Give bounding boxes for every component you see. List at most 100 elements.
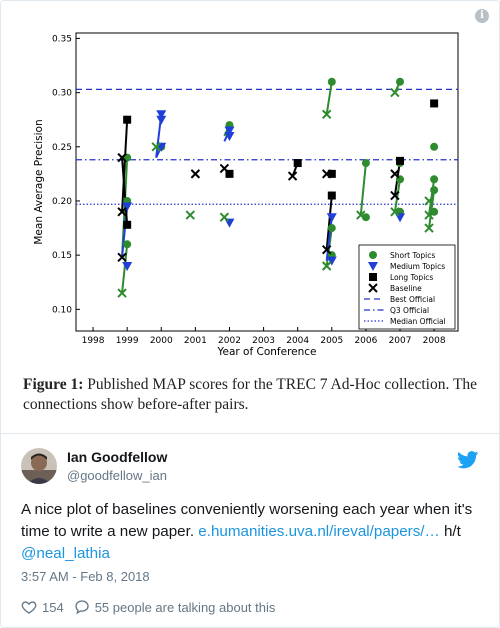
data-point xyxy=(327,224,336,233)
x-tick-label: 2008 xyxy=(423,336,446,346)
data-point xyxy=(117,207,127,217)
data-point xyxy=(123,220,132,229)
avatar[interactable] xyxy=(21,448,57,484)
data-point xyxy=(117,252,127,263)
data-point xyxy=(156,115,167,125)
data-point xyxy=(396,77,405,86)
tweet-text-hat-tip: h/t xyxy=(439,523,461,540)
data-point xyxy=(219,212,230,222)
heart-icon[interactable] xyxy=(21,599,37,615)
data-point xyxy=(287,171,298,181)
y-tick-label: 0.35 xyxy=(52,34,72,44)
data-point xyxy=(390,87,400,98)
data-point xyxy=(356,210,366,220)
x-tick-label: 1998 xyxy=(82,336,105,346)
legend-marker xyxy=(369,251,377,259)
y-tick-label: 0.20 xyxy=(52,197,72,207)
data-point xyxy=(190,169,201,179)
data-point xyxy=(424,210,434,220)
tweet-media[interactable]: 0.10 0.15 0.20 0.25 0.30 0.35 1998 1999 2000 2001… xyxy=(1,1,499,433)
y-tick-label: 0.30 xyxy=(52,89,72,99)
tweet-actions: 154 55 people are talking about this xyxy=(21,597,275,617)
data-point xyxy=(430,142,439,151)
tweet-text: A nice plot of baselines conveniently wo… xyxy=(21,499,481,565)
legend-marker xyxy=(368,262,378,271)
x-tick-label: 2005 xyxy=(320,336,343,346)
data-point xyxy=(321,109,332,119)
tweet-text-body: A nice plot of baselines conveniently wo… xyxy=(21,501,473,540)
author-handle[interactable]: @goodfellow_ian xyxy=(67,468,167,483)
data-point xyxy=(424,223,434,233)
figure-caption-text: Published MAP scores for the TREC 7 Ad-H… xyxy=(23,376,478,413)
conversation-text[interactable]: 55 people are talking about this xyxy=(94,599,276,615)
legend-marker xyxy=(369,273,377,281)
data-point xyxy=(430,175,439,184)
data-point xyxy=(430,186,439,195)
data-point xyxy=(396,156,405,165)
x-tick-label: 2002 xyxy=(218,336,241,346)
x-axis-label: Year of Conference xyxy=(216,346,316,358)
legend-label: Long Topics xyxy=(390,273,433,282)
legend-label: Short Topics xyxy=(390,251,435,260)
mention-link[interactable]: @neal_lathia xyxy=(21,545,110,562)
x-tick-label: 2007 xyxy=(389,336,412,346)
author-name[interactable]: Ian Goodfellow xyxy=(67,449,168,465)
data-point xyxy=(321,169,332,179)
connection-line xyxy=(325,81,333,115)
data-point xyxy=(390,207,400,217)
like-count[interactable]: 154 xyxy=(42,599,64,615)
data-point xyxy=(185,210,195,220)
connection-line xyxy=(393,179,402,212)
info-icon[interactable]: i xyxy=(475,9,489,23)
connection-line xyxy=(121,157,129,225)
data-point xyxy=(224,131,235,141)
x-tick-label: 2003 xyxy=(252,336,275,346)
data-point xyxy=(326,213,337,223)
data-point xyxy=(326,256,337,266)
data-point xyxy=(390,190,400,201)
y-tick-label: 0.25 xyxy=(52,143,72,153)
data-point xyxy=(151,142,161,152)
data-point xyxy=(321,245,332,255)
data-point xyxy=(123,115,132,124)
data-point xyxy=(219,163,230,174)
y-axis-label: Mean Average Precision xyxy=(33,119,45,244)
timestamp[interactable]: 3:57 AM - Feb 8, 2018 xyxy=(21,569,150,584)
twitter-bird-icon[interactable] xyxy=(457,451,479,469)
connection-line xyxy=(121,244,129,294)
connection-line xyxy=(121,119,129,212)
data-point xyxy=(327,77,336,86)
data-point xyxy=(117,152,127,163)
data-point xyxy=(122,202,133,212)
data-point xyxy=(123,240,132,249)
data-point xyxy=(293,159,302,168)
figure-caption: Figure 1: Published MAP scores for the T… xyxy=(23,375,479,415)
data-point xyxy=(117,288,127,298)
data-point xyxy=(327,169,336,178)
x-tick-label: 2004 xyxy=(286,336,309,346)
data-point xyxy=(224,126,235,136)
legend-label: Q3 Official xyxy=(390,306,429,315)
legend-label: Baseline xyxy=(390,284,422,293)
y-tick-label: 0.10 xyxy=(52,305,72,315)
data-point xyxy=(327,191,336,200)
x-tick-label: 2000 xyxy=(150,336,173,346)
data-point xyxy=(424,196,434,206)
legend-label: Medium Topics xyxy=(390,262,445,271)
data-point xyxy=(156,110,167,120)
paper-link[interactable]: e.humanities.uva.nl/ireval/papers/… xyxy=(198,523,440,540)
legend-label: Median Official xyxy=(390,317,446,326)
x-tick-label: 2001 xyxy=(184,336,207,346)
data-point xyxy=(430,207,439,216)
data-point xyxy=(122,261,133,271)
map-scores-chart: 0.10 0.15 0.20 0.25 0.30 0.35 1998 1999 2000 2001… xyxy=(33,32,459,358)
data-point xyxy=(390,169,400,179)
y-tick-label: 0.15 xyxy=(52,251,72,261)
data-point xyxy=(430,99,439,108)
divider xyxy=(1,433,499,434)
comment-icon[interactable] xyxy=(74,599,90,615)
connection-line xyxy=(325,195,333,250)
data-point xyxy=(225,169,234,178)
figure-caption-label: Figure 1: xyxy=(23,376,84,393)
